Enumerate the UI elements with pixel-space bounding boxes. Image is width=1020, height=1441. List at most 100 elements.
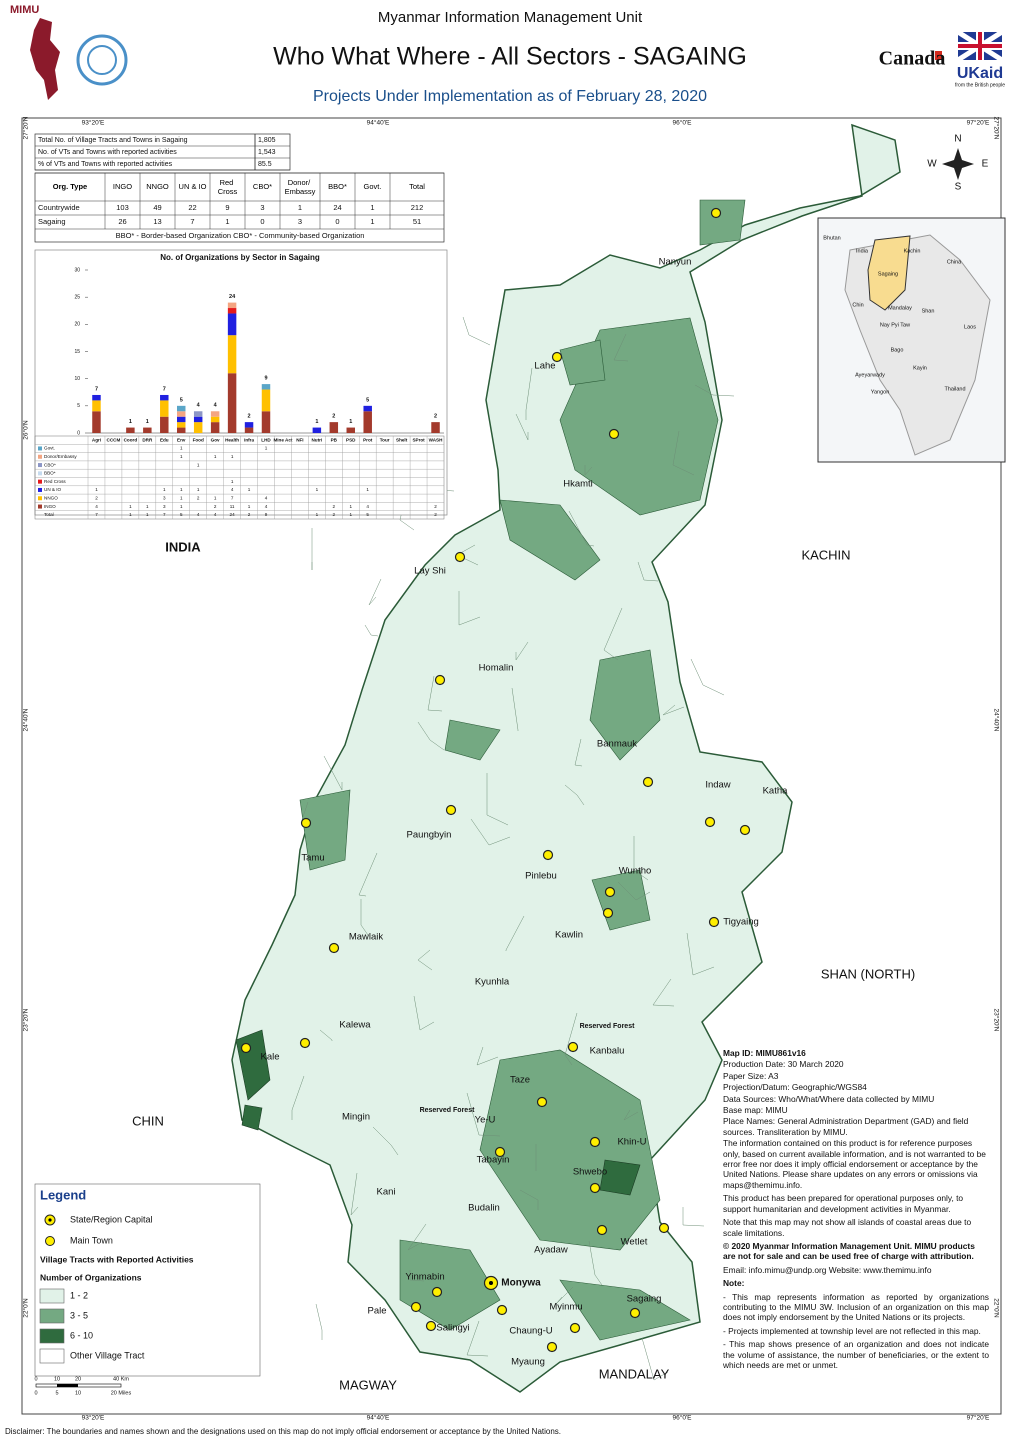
uk-flag: [958, 32, 1002, 60]
village-tract-boundary: [554, 1286, 574, 1306]
township-label: Pinlebu: [525, 871, 557, 882]
town-marker: [431, 1286, 443, 1298]
info-line: Production Date: 30 March 2020: [723, 1059, 844, 1070]
x-tick-label: LHD: [261, 437, 271, 442]
village-tract-boundary: [574, 738, 583, 767]
bar-segment: [126, 427, 135, 433]
village-tract-boundary: [568, 510, 595, 547]
township-label: Monywa: [501, 1278, 541, 1289]
table-header-part: Embassy: [285, 187, 316, 196]
village-tract-boundary: [641, 1337, 669, 1381]
village-tract-boundary: [319, 1029, 333, 1041]
inset-label: Yangon: [871, 389, 890, 395]
village-tract-boundary: [291, 1075, 305, 1120]
village-tract-boundary: [372, 1126, 399, 1156]
bar-segment: [193, 422, 203, 433]
chart-title: No. of Organizations by Sector in Sagain…: [160, 253, 320, 262]
inset-label: Ayeyarwady: [855, 372, 885, 378]
longitude-label: 97°20'E: [967, 1414, 990, 1422]
township-label: Budalin: [468, 1203, 500, 1214]
activity-3-5: [559, 1279, 691, 1341]
village-tract-boundary: [690, 658, 725, 696]
village-tract-boundary: [470, 818, 511, 846]
township-label: Katha: [763, 786, 789, 797]
village-tract-boundary: [466, 1092, 501, 1137]
table-footnote: BBO* - Border-based Organization CBO* - …: [116, 231, 365, 240]
town-marker: [569, 1322, 581, 1334]
latitude-label: 23°20'N: [992, 1009, 1000, 1032]
town-marker: [704, 816, 716, 828]
legend-entry: State/Region Capital: [70, 1214, 153, 1224]
bar-segment: [92, 411, 101, 433]
summary-value: 85.5: [258, 161, 272, 168]
table-cell: 1: [231, 454, 234, 459]
bar-total-label: 1: [315, 419, 318, 425]
un-logo: [76, 34, 128, 86]
legend-swatch: [39, 1348, 65, 1364]
legend-swatch: [38, 487, 42, 492]
x-tick-label: CCCM: [107, 437, 121, 442]
table-cell: 49: [153, 203, 161, 212]
compass-label: E: [982, 159, 989, 170]
bar-segment: [210, 416, 220, 423]
town-marker: [567, 1041, 579, 1053]
inset-label: Mandalay: [888, 305, 912, 311]
table-cell: 26: [118, 217, 126, 226]
x-tick-label: Mine Act: [273, 437, 292, 442]
township-label: Paungbyin: [407, 830, 452, 841]
y-tick-label: 25: [74, 294, 80, 300]
legend-subtitle: Village Tracts with Reported Activities: [40, 1254, 194, 1264]
table-cell: 51: [413, 217, 421, 226]
inset-label: Bhutan: [823, 235, 840, 241]
bar-total-label: 24: [229, 294, 236, 300]
scale-label: 40 Km: [113, 1376, 129, 1382]
y-tick-label: 5: [77, 403, 80, 409]
x-tick-label: WASH: [429, 437, 443, 442]
table-cell: 1: [180, 504, 183, 509]
info-line: Email: info.mimu@undp.org Website: www.t…: [723, 1264, 932, 1275]
town-marker: [608, 428, 620, 440]
latitude-label: 27°20'N: [992, 117, 1000, 140]
x-tick-label: Edu: [160, 437, 169, 442]
activity-3-5: [589, 649, 661, 761]
latitude-label: 23°20'N: [22, 1008, 30, 1031]
latitude-label: 26°0'N: [22, 420, 30, 440]
info-line: Map ID: MIMU861v16: [723, 1048, 806, 1058]
village-tract-boundary: [633, 836, 649, 881]
table-header-part: Cross: [218, 187, 238, 196]
region-label: INDIA: [165, 539, 201, 554]
bar-segment: [177, 427, 186, 433]
bar-segment: [160, 394, 169, 401]
bar-segment: [210, 422, 220, 433]
x-tick-label: PB: [331, 437, 338, 442]
table-cell: 2: [434, 504, 437, 509]
info-line: - This map shows presence of an organiza…: [723, 1339, 989, 1370]
legend-entry: CBO*: [44, 462, 56, 467]
town-marker: [739, 824, 751, 836]
activity-3-5: [559, 339, 606, 386]
town-marker: [602, 907, 614, 919]
summary-label: Total No. of Village Tracts and Towns in…: [38, 137, 188, 144]
x-tick-label: DRR: [142, 437, 153, 442]
summary-label: No. of VTs and Towns with reported activ…: [38, 149, 177, 156]
longitude-label: 94°40'E: [367, 119, 390, 127]
village-tract-boundary: [686, 932, 715, 976]
inset-label: Sagaing: [878, 271, 898, 277]
bar-segment: [329, 422, 339, 433]
table-cell: 13: [153, 217, 161, 226]
township-label: Yinmabin: [405, 1272, 444, 1283]
canada: Canada: [879, 48, 946, 70]
table-cell: 2: [214, 504, 217, 509]
table-cell: 7: [95, 512, 98, 517]
table-cell: 103: [116, 203, 129, 212]
village-tract-boundary: [409, 1270, 425, 1282]
bar-segment: [312, 427, 322, 433]
table-cell: 1: [349, 504, 352, 509]
table-cell: 1: [180, 495, 183, 500]
bar-segment: [177, 422, 186, 428]
x-tick-label: Food: [193, 437, 204, 442]
legend-swatch: [38, 463, 42, 468]
village-tract-boundary: [315, 1303, 323, 1340]
table-cell: 4: [265, 504, 268, 509]
legend-swatch: [38, 471, 42, 476]
